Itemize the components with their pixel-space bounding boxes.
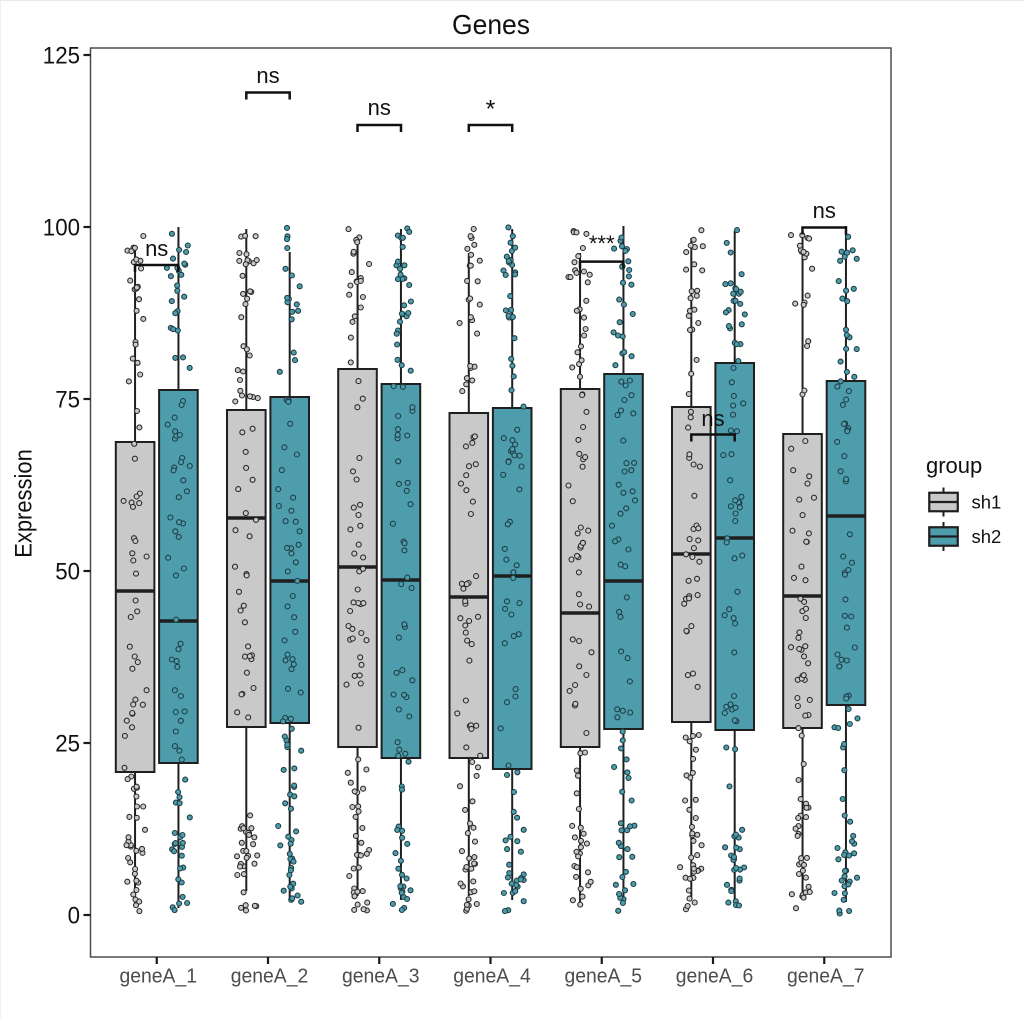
svg-text:ns: ns	[813, 198, 836, 223]
svg-text:group: group	[926, 453, 982, 478]
svg-text:ns: ns	[256, 63, 279, 88]
svg-text:*: *	[486, 96, 496, 124]
svg-text:0: 0	[68, 903, 80, 930]
svg-text:geneA_4: geneA_4	[453, 966, 531, 988]
svg-text:geneA_7: geneA_7	[787, 966, 865, 988]
svg-text:ns: ns	[145, 236, 168, 261]
svg-text:geneA_5: geneA_5	[565, 966, 643, 988]
svg-text:ns: ns	[701, 406, 724, 431]
svg-text:Genes: Genes	[452, 9, 530, 40]
svg-text:geneA_1: geneA_1	[120, 966, 198, 988]
svg-text:sh2: sh2	[972, 526, 1002, 547]
svg-text:geneA_3: geneA_3	[342, 966, 420, 988]
svg-text:100: 100	[43, 215, 80, 242]
svg-text:geneA_6: geneA_6	[676, 966, 754, 988]
svg-text:ns: ns	[368, 95, 391, 120]
svg-text:125: 125	[43, 43, 80, 70]
svg-text:50: 50	[55, 559, 80, 586]
svg-text:25: 25	[55, 731, 80, 758]
svg-text:sh1: sh1	[972, 491, 1002, 512]
svg-text:Expression: Expression	[11, 449, 38, 558]
svg-text:75: 75	[55, 387, 80, 414]
svg-text:geneA_2: geneA_2	[231, 966, 309, 988]
svg-text:***: ***	[589, 231, 615, 256]
